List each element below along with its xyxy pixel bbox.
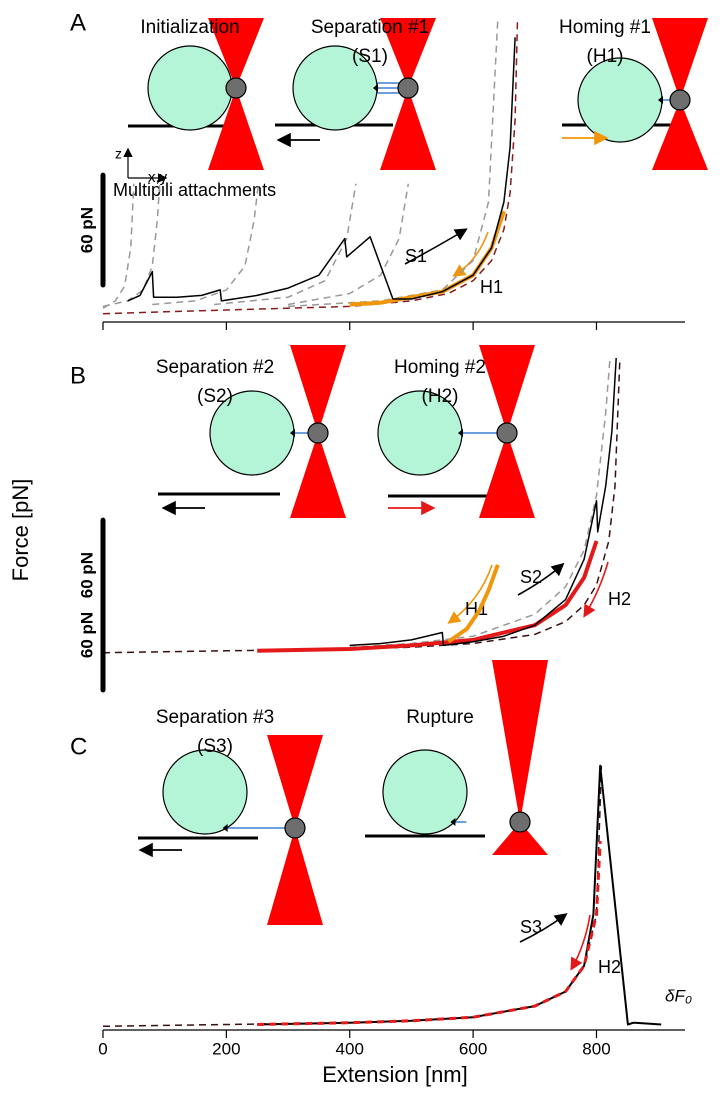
trap-beam	[652, 100, 708, 170]
annotation: H1	[480, 277, 503, 297]
trap-beam	[492, 660, 548, 822]
trap-beam	[267, 735, 323, 828]
pilus-base	[658, 96, 663, 104]
panel-label: C	[70, 733, 87, 760]
trap-beam	[652, 18, 708, 100]
trace	[102, 18, 519, 315]
bacterium	[382, 749, 468, 835]
coordinate-icon	[123, 147, 168, 183]
scale-bar-label: 60 pN	[77, 207, 96, 253]
probe-bead	[397, 77, 419, 99]
direction-arrows	[404, 228, 609, 971]
bacterium	[577, 57, 663, 143]
annotation: H2	[608, 589, 631, 609]
x-tick-label: 400	[336, 1039, 364, 1058]
trap-beam	[479, 433, 535, 518]
bacterium	[162, 749, 248, 835]
schematic	[365, 660, 548, 855]
trap-beam	[479, 345, 535, 433]
scale-bar-label: 60 pN	[77, 552, 96, 598]
x-axis-label: Extension [nm]	[322, 1062, 468, 1087]
x-tick-label: 0	[98, 1039, 107, 1058]
trap-beam	[380, 18, 436, 88]
panel-label: A	[70, 9, 86, 36]
trace	[102, 183, 135, 309]
annotation: Homing #2	[394, 357, 486, 378]
trace	[213, 183, 357, 306]
trap-beam	[208, 88, 264, 170]
annotation: Multipili attachments	[113, 180, 276, 200]
trap-beam	[267, 828, 323, 925]
trap-beam	[492, 822, 548, 855]
annotation: Separation #1	[311, 17, 429, 38]
annotation: Separation #2	[156, 357, 274, 378]
schematic	[562, 18, 708, 170]
annotation: Initialization	[140, 17, 239, 38]
pilus-base	[290, 429, 295, 437]
schematic	[275, 18, 436, 170]
pilus-base	[450, 818, 456, 826]
annotation: z	[115, 146, 122, 162]
annotation: Separation #3	[156, 707, 274, 728]
annotation: (S3)	[197, 736, 233, 757]
trace	[102, 183, 161, 308]
annotation: δF₀	[665, 986, 692, 1005]
probe-bead	[307, 422, 329, 444]
y-axis-label: Force [pN]	[8, 479, 33, 582]
annotation: x,y	[148, 169, 168, 186]
annotation: S2	[520, 567, 542, 587]
annotation: S3	[520, 917, 542, 937]
x-tick-label: 800	[582, 1039, 610, 1058]
panel-label: B	[70, 362, 86, 389]
annotation: Rupture	[406, 707, 474, 728]
trap-beam	[290, 433, 346, 518]
pilus-base	[458, 429, 463, 437]
annotation: H2	[598, 957, 621, 977]
trace	[349, 357, 617, 647]
trace	[152, 183, 260, 306]
annotation: (H2)	[422, 386, 459, 407]
trace	[127, 37, 516, 302]
probe-bead	[496, 422, 518, 444]
pilus-base	[222, 824, 228, 832]
x-tick-label: 600	[459, 1039, 487, 1058]
schematic	[377, 345, 535, 518]
annotation: (S2)	[197, 386, 233, 407]
schematic	[138, 735, 323, 925]
trace	[447, 564, 500, 644]
probe-bead	[225, 77, 247, 99]
annotation: (H1)	[587, 46, 624, 67]
annotation: S1	[405, 246, 427, 266]
probe-bead	[509, 811, 531, 833]
trace	[257, 840, 602, 1026]
trap-beam	[208, 18, 264, 88]
trap-beam	[380, 88, 436, 170]
trace	[257, 540, 599, 653]
trace	[287, 183, 410, 306]
trace	[349, 357, 611, 648]
probe-bead	[284, 817, 306, 839]
bacterium	[147, 45, 233, 131]
trace	[102, 357, 621, 654]
probe-bead	[669, 89, 691, 111]
scale-bar-label: 60 pN	[77, 612, 96, 658]
schematic	[158, 345, 346, 518]
schematic	[128, 18, 264, 170]
annotation: Homing #1	[559, 17, 651, 38]
trap-beam	[290, 345, 346, 433]
pilus-base	[373, 84, 378, 92]
x-tick-label: 200	[212, 1039, 240, 1058]
annotation: (S1)	[352, 46, 388, 67]
